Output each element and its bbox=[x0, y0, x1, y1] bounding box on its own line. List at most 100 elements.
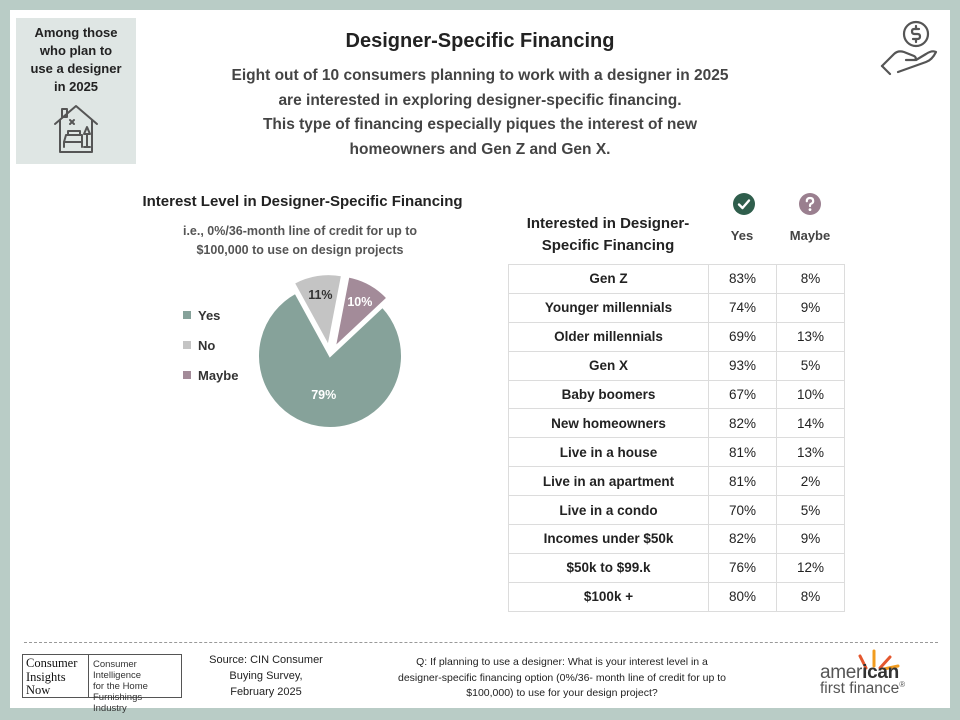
audience-line: who plan to bbox=[39, 43, 113, 58]
table-title-line: Specific Financing bbox=[541, 237, 675, 254]
maybe-cell: 12% bbox=[776, 552, 845, 583]
column-header-maybe: Maybe bbox=[789, 228, 831, 243]
yes-cell: 81% bbox=[708, 437, 777, 468]
maybe-cell: 14% bbox=[776, 408, 845, 439]
cin-logo: Consumer Insights Now Consumer Intellige… bbox=[22, 654, 182, 714]
table-row: Live in a house 81% 13% bbox=[508, 437, 845, 468]
question-line: $100,000) to use for your design project… bbox=[466, 687, 658, 699]
audience-text: Among those who plan to use a designer i… bbox=[16, 24, 136, 96]
yes-cell: 81% bbox=[708, 466, 777, 497]
legend-label-maybe: Maybe bbox=[198, 367, 239, 383]
cin-logo-tagline: Consumer Intelligence for the Home Furni… bbox=[89, 655, 181, 714]
yes-cell: 82% bbox=[708, 408, 777, 439]
pie-slice-maybe bbox=[333, 275, 389, 351]
table-row: Incomes under $50k 82% 9% bbox=[508, 524, 845, 554]
logo-line2-text: first finance bbox=[820, 680, 900, 698]
subtitle-line: homeowners and Gen Z and Gen X. bbox=[349, 140, 611, 158]
maybe-cell: 13% bbox=[776, 437, 845, 468]
table-title-line: Interested in Designer- bbox=[526, 215, 690, 232]
chart-subtitle-line: $100,000 to use on design projects bbox=[196, 243, 404, 257]
segment-cell: Live in a condo bbox=[508, 495, 709, 526]
table-row: $100k +80% 8% bbox=[508, 581, 845, 612]
source-line: Buying Survey, bbox=[229, 670, 303, 682]
page-subtitle: Eight out of 10 consumers planning to wo… bbox=[200, 64, 760, 162]
source-line: February 2025 bbox=[230, 686, 302, 698]
legend-item-maybe: Maybe bbox=[183, 360, 238, 390]
table-row: Younger millennials 74% 9% bbox=[508, 292, 845, 323]
check-circle-icon bbox=[733, 193, 755, 215]
yes-cell: 83% bbox=[708, 264, 777, 294]
legend-label-no: No bbox=[198, 337, 216, 353]
table-row: Gen X 93% 5% bbox=[508, 350, 845, 381]
segment-cell: Live in an apartment bbox=[508, 466, 709, 497]
pie-label-yes: 79% bbox=[311, 388, 336, 402]
table-row: New homeowners 82% 14% bbox=[508, 408, 845, 439]
maybe-cell: 13% bbox=[776, 321, 845, 352]
yes-cell: 93% bbox=[708, 350, 777, 381]
segment-cell: Live in a house bbox=[508, 437, 709, 468]
cin-logo-line: Consumer bbox=[26, 656, 78, 670]
column-header-yes: Yes bbox=[730, 228, 754, 243]
segment-cell: Gen Z bbox=[508, 264, 709, 294]
cin-logo-line: Now bbox=[26, 683, 51, 697]
logo-burst-icon bbox=[858, 649, 900, 670]
yes-cell: 80% bbox=[708, 581, 777, 612]
yes-cell: 82% bbox=[708, 524, 777, 554]
source-line: Source: CIN Consumer bbox=[209, 654, 323, 666]
source-note: Source: CIN Consumer Buying Survey, Febr… bbox=[196, 652, 336, 700]
legend-swatch-no bbox=[183, 341, 191, 349]
pie-label-maybe: 10% bbox=[347, 295, 372, 309]
chart-subtitle-line: i.e., 0%/36-month line of credit for up … bbox=[182, 224, 418, 238]
cin-tagline-line: Consumer Intelligence bbox=[93, 659, 142, 681]
chart-subtitle: i.e., 0%/36-month line of credit for up … bbox=[140, 222, 460, 260]
home-interior-icon bbox=[54, 105, 98, 153]
table-row: Gen Z 83% 8% bbox=[508, 264, 845, 294]
maybe-cell: 8% bbox=[776, 581, 845, 612]
audience-box: Among those who plan to use a designer i… bbox=[16, 18, 136, 164]
segment-cell: $100k + bbox=[508, 581, 709, 612]
pie-slice-yes bbox=[257, 291, 403, 429]
survey-question: Q: If planning to use a designer: What i… bbox=[362, 655, 762, 702]
legend-item-yes: Yes bbox=[183, 300, 238, 330]
segment-cell: Baby boomers bbox=[508, 379, 709, 410]
segment-cell: $50k to $99.k bbox=[508, 552, 709, 583]
legend-item-no: No bbox=[183, 330, 238, 360]
legend-swatch-maybe bbox=[183, 371, 191, 379]
segment-cell: Younger millennials bbox=[508, 292, 709, 323]
logo-part2: ican bbox=[862, 662, 899, 683]
subtitle-line: are interested in exploring designer-spe… bbox=[278, 91, 682, 109]
question-circle-icon bbox=[799, 193, 821, 215]
logo-mark: ® bbox=[899, 680, 906, 689]
question-line: Q: If planning to use a designer: What i… bbox=[416, 656, 708, 668]
subtitle-line: Eight out of 10 consumers planning to wo… bbox=[231, 67, 729, 84]
table-title: Interested in Designer- Specific Financi… bbox=[508, 213, 708, 257]
maybe-cell: 5% bbox=[776, 495, 845, 526]
yes-cell: 67% bbox=[708, 379, 777, 410]
chart-title: Interest Level in Designer-Specific Fina… bbox=[142, 193, 463, 210]
audience-line: Among those bbox=[34, 25, 118, 40]
legend-label-yes: Yes bbox=[198, 307, 221, 323]
page-title: Designer-Specific Financing bbox=[345, 30, 615, 52]
segment-cell: Incomes under $50k bbox=[508, 524, 709, 554]
maybe-cell: 9% bbox=[776, 524, 845, 554]
question-line: designer-specific financing option (0%/3… bbox=[397, 671, 726, 684]
pie-label-no: 11% bbox=[308, 288, 332, 302]
maybe-cell: 9% bbox=[776, 292, 845, 323]
maybe-cell: 10% bbox=[776, 379, 845, 410]
table-row: Older millennials 69% 13% bbox=[508, 321, 845, 352]
pie-slice-no bbox=[292, 273, 344, 350]
logo-line2: first finance® bbox=[820, 680, 905, 698]
cin-tagline-line: for the Home bbox=[93, 681, 148, 692]
segment-cell: Older millennials bbox=[508, 321, 709, 352]
cin-logo-line: Insights bbox=[26, 669, 66, 684]
american-first-finance-logo: american first finance® bbox=[818, 648, 928, 698]
yes-cell: 74% bbox=[708, 292, 777, 323]
pie-chart: 79% 11% 10% bbox=[257, 273, 403, 429]
maybe-cell: 2% bbox=[776, 466, 845, 497]
chart-legend: Yes No Maybe bbox=[183, 300, 238, 390]
segment-cell: Gen X bbox=[508, 350, 709, 381]
yes-cell: 69% bbox=[708, 321, 777, 352]
segment-table: Gen Z 83% 8% Younger millennials 74% 9% Older … bbox=[508, 264, 845, 612]
audience-line: use a designer bbox=[30, 61, 122, 76]
maybe-cell: 5% bbox=[776, 350, 845, 381]
